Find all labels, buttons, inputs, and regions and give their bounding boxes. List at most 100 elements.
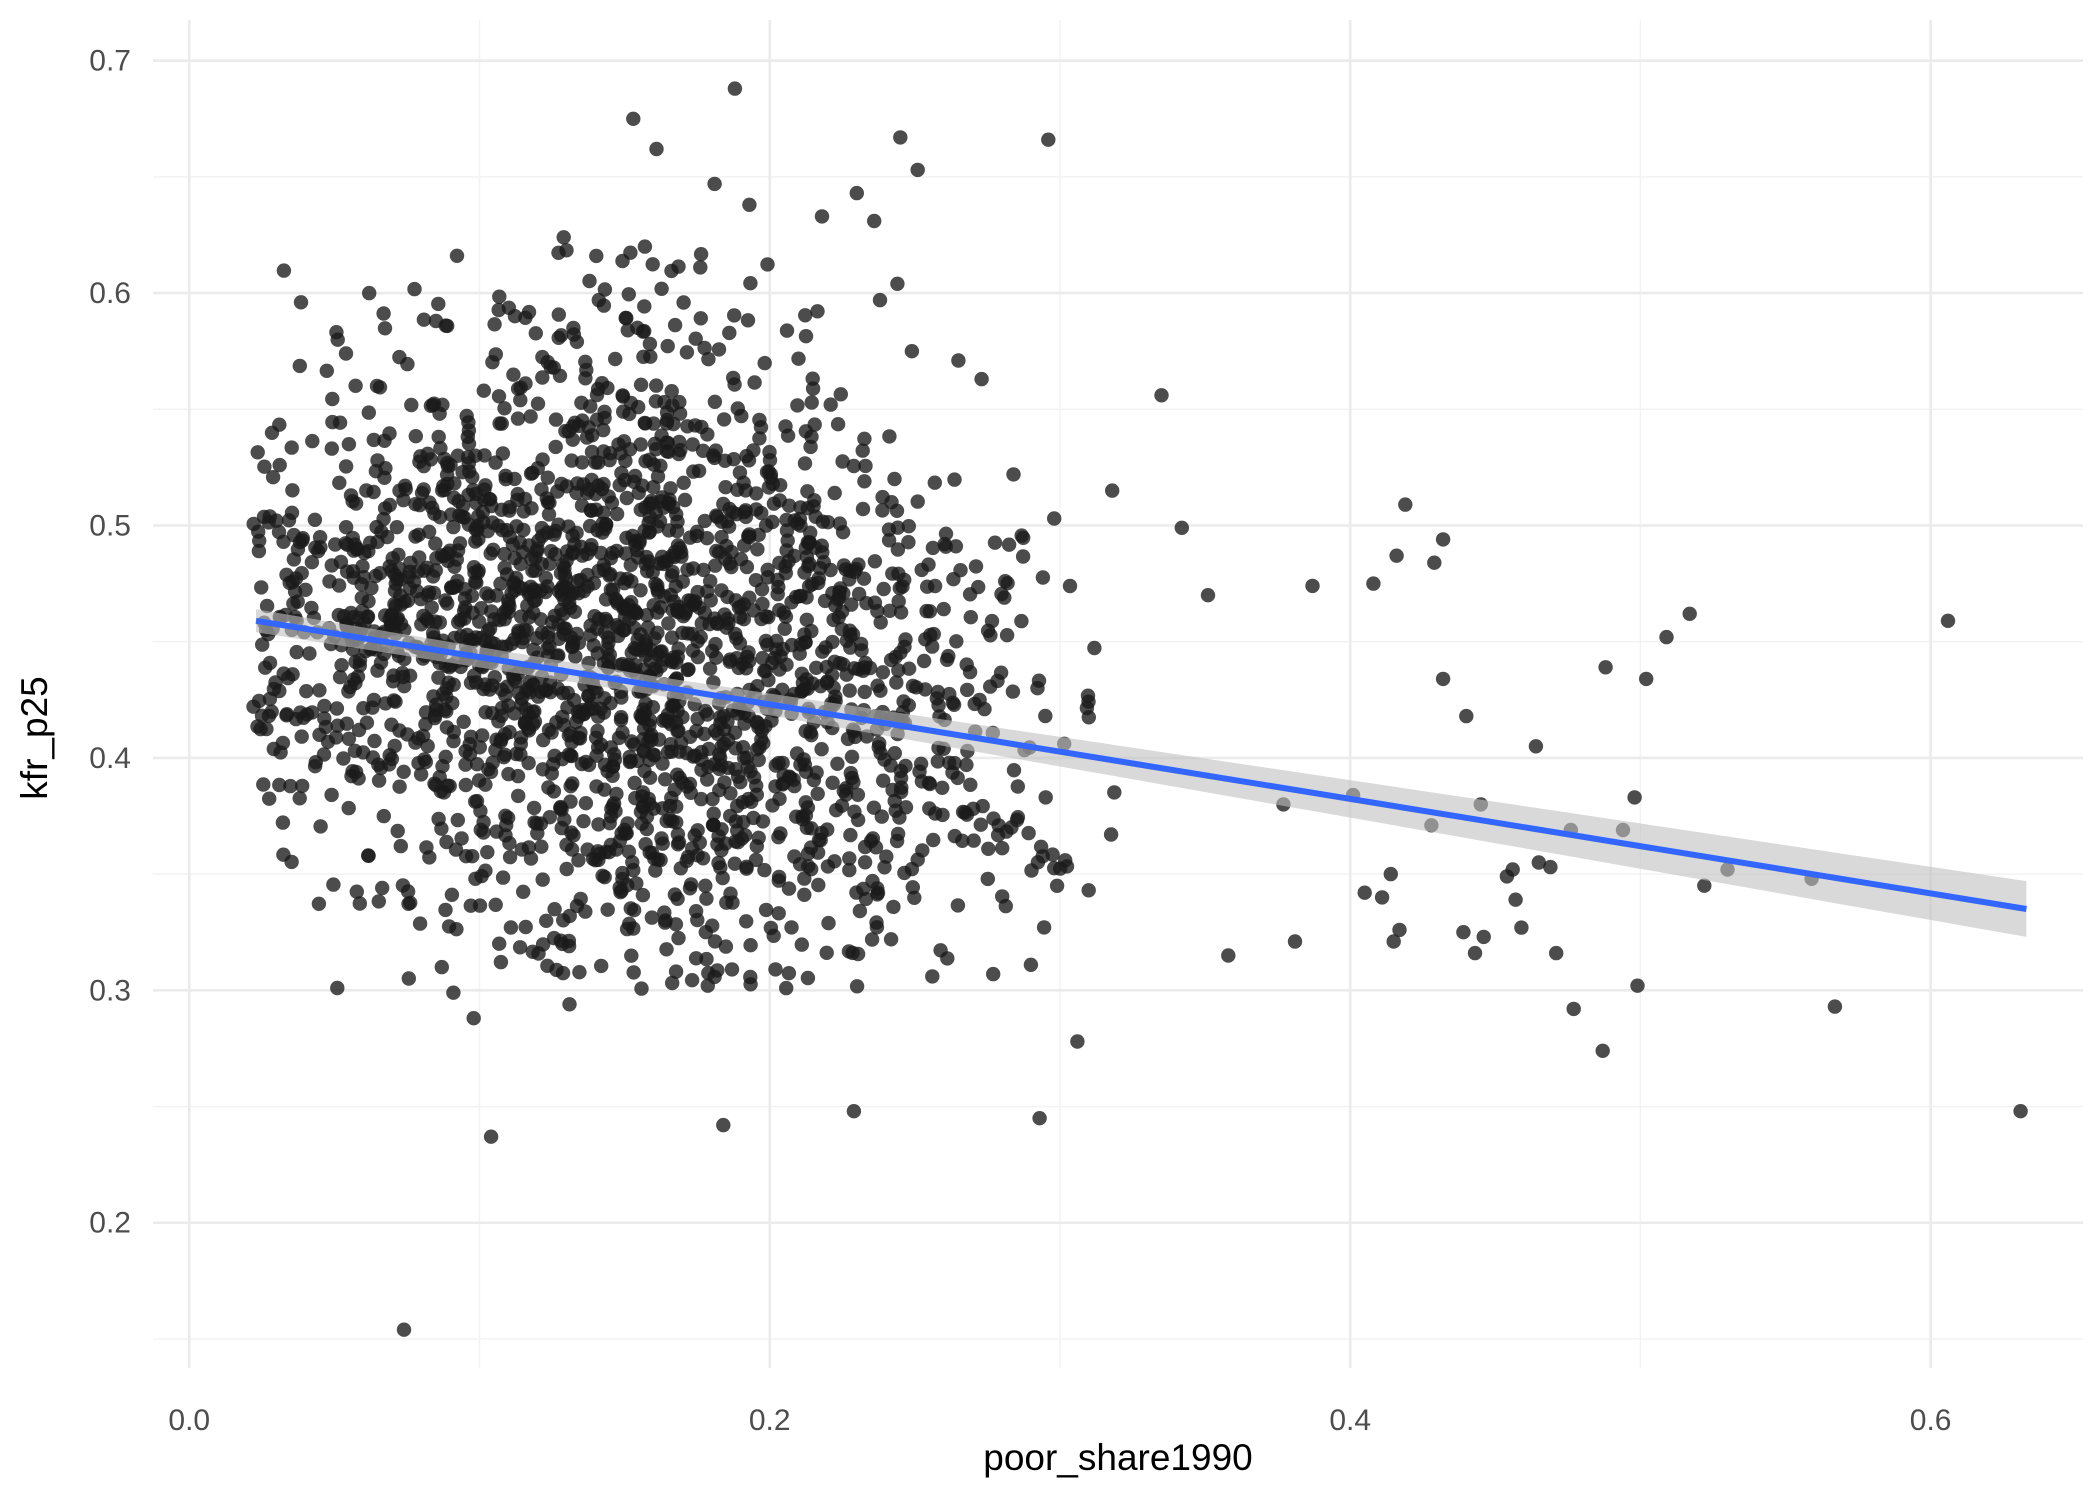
data-point [574,395,589,410]
data-point [673,442,688,458]
data-point [998,898,1013,914]
data-point [591,292,606,308]
data-point [792,646,807,661]
data-point [344,768,359,784]
data-point [892,810,907,825]
data-point [667,782,682,797]
data-point [727,725,743,740]
data-point [638,454,653,469]
data-point [688,951,704,966]
data-point [728,834,743,849]
data-point [925,969,940,984]
data-point [614,690,629,705]
data-point [569,525,584,541]
data-point [534,520,550,536]
data-point [257,459,272,474]
data-point [525,944,540,959]
data-point [568,714,584,730]
data-point [935,780,950,795]
data-point [699,891,714,906]
data-point [493,954,509,970]
data-point [857,431,872,446]
data-point [901,519,916,534]
data-point [685,437,700,452]
data-point [542,556,557,571]
data-point [552,368,568,383]
data-point [850,787,866,802]
data-point [986,966,1001,982]
data-point [1508,892,1523,907]
data-point [696,562,711,578]
data-point [757,663,772,679]
data-point [1598,660,1613,675]
data-point [513,747,528,762]
data-point [469,757,485,772]
data-point [735,740,751,755]
data-point [492,936,507,951]
data-point [661,523,677,538]
data-point [338,520,354,535]
data-point [617,822,632,838]
data-point [501,300,517,315]
data-point [272,777,287,793]
data-point [1386,934,1401,949]
data-point [498,688,513,703]
data-point [605,545,620,561]
data-point [733,775,748,790]
data-point [377,433,392,448]
data-point [694,616,709,631]
data-point [1200,588,1216,603]
data-point [1070,1034,1085,1049]
data-point [551,330,566,345]
data-point [582,273,597,289]
data-point [595,868,610,883]
data-point [541,507,557,522]
data-point [698,925,713,940]
data-point [857,474,872,489]
data-point [428,614,443,629]
data-point [458,743,473,759]
data-point [587,609,602,624]
data-point [768,758,783,773]
data-point [574,756,590,772]
data-point [660,338,675,354]
data-point [718,939,734,954]
data-point [1427,555,1442,570]
data-point [572,965,587,980]
data-point [366,432,381,448]
data-point [1014,528,1029,543]
data-point [276,534,291,549]
data-point [728,762,743,777]
data-point [320,734,336,749]
data-point [319,363,334,378]
data-point [396,492,411,508]
data-point [518,716,533,732]
data-point [259,598,275,614]
data-point [418,754,433,770]
data-point [1010,779,1025,794]
data-point [622,612,637,627]
data-point [922,604,938,619]
data-point [1467,945,1483,961]
data-point [803,525,818,540]
data-point [488,455,503,470]
data-point [993,665,1009,680]
data-point [974,371,989,387]
data-point [670,767,685,782]
data-point [377,470,392,485]
x-tick-label: 0.0 [168,1404,210,1437]
data-point [523,409,538,424]
data-point [890,520,905,535]
data-point [386,668,401,683]
data-point [425,398,441,413]
data-point [541,780,556,795]
data-point [463,729,479,744]
data-point [413,591,429,607]
data-point [804,623,819,639]
data-point [355,603,370,619]
data-point [890,542,906,557]
data-point [844,749,860,764]
data-point [670,538,686,553]
data-point [695,443,711,458]
data-point [434,959,449,975]
